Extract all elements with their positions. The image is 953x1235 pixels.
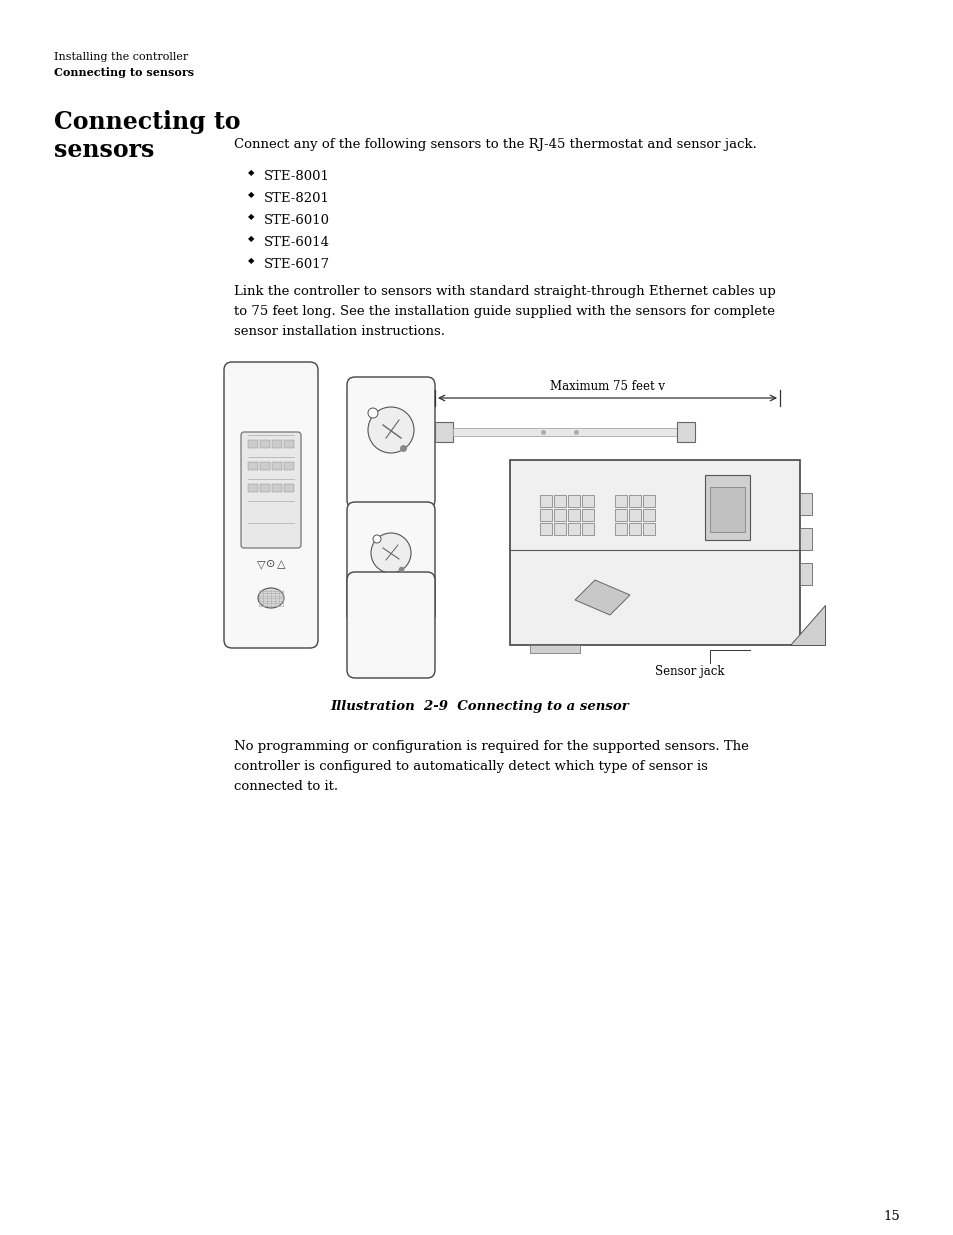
Bar [530,645,579,653]
Text: ▽: ▽ [256,559,265,569]
Text: Illustration  2-9  Connecting to a sensor: Illustration 2-9 Connecting to a sensor [331,700,629,713]
Bar [800,563,811,585]
Bar [510,459,800,645]
Bar [260,462,270,471]
Polygon shape [575,580,629,615]
Bar [272,440,282,448]
FancyBboxPatch shape [347,501,435,622]
Bar [628,522,640,535]
Ellipse shape [371,534,411,573]
Text: △: △ [276,559,285,569]
Bar [248,462,257,471]
Text: Link the controller to sensors with standard straight-through Ethernet cables up: Link the controller to sensors with stan… [233,285,775,298]
Text: Connecting to sensors: Connecting to sensors [54,67,194,78]
Text: ◆: ◆ [248,169,253,177]
Text: ◆: ◆ [248,257,253,266]
Text: STE-6014: STE-6014 [263,236,330,249]
Bar [642,522,655,535]
Text: connected to it.: connected to it. [233,781,337,793]
Text: Installing the controller: Installing the controller [54,52,189,62]
Bar [539,495,552,508]
Text: 15: 15 [882,1210,899,1223]
Bar [581,509,594,521]
Bar [260,484,270,492]
Bar [615,509,626,521]
Circle shape [373,535,380,543]
Text: to 75 feet long. See the installation guide supplied with the sensors for comple: to 75 feet long. See the installation gu… [233,305,774,317]
Bar [642,509,655,521]
Bar [704,475,749,540]
Bar [567,509,579,521]
Text: ◆: ◆ [248,235,253,243]
Text: STE-6017: STE-6017 [263,258,330,270]
FancyBboxPatch shape [224,362,317,648]
Text: Connect any of the following sensors to the RJ-45 thermostat and sensor jack.: Connect any of the following sensors to … [233,138,756,151]
Text: ⊙: ⊙ [266,559,275,569]
Bar [284,462,294,471]
Circle shape [368,408,377,417]
Polygon shape [789,605,824,645]
Bar [435,422,453,442]
Bar [581,522,594,535]
Bar [567,522,579,535]
FancyBboxPatch shape [347,377,435,508]
Bar [567,495,579,508]
Bar [628,495,640,508]
Bar [539,522,552,535]
Text: No programming or configuration is required for the supported sensors. The: No programming or configuration is requi… [233,740,748,753]
Text: Maximum 75 feet v: Maximum 75 feet v [550,380,664,393]
Bar [272,462,282,471]
Bar [615,495,626,508]
Bar [800,493,811,515]
Text: Connecting to: Connecting to [54,110,240,135]
Bar [581,495,594,508]
Bar [453,429,677,436]
Text: ◆: ◆ [248,212,253,221]
Bar [628,509,640,521]
Text: STE-8001: STE-8001 [263,170,329,183]
Bar [260,440,270,448]
Bar [615,522,626,535]
Bar [284,484,294,492]
Text: STE-8201: STE-8201 [263,191,329,205]
Text: sensors: sensors [54,138,154,162]
FancyBboxPatch shape [347,572,435,678]
Bar [554,522,565,535]
Bar [272,484,282,492]
Bar [248,484,257,492]
Bar [539,509,552,521]
Bar [284,440,294,448]
Bar [709,487,744,532]
Text: STE-6010: STE-6010 [263,214,330,227]
Text: sensor installation instructions.: sensor installation instructions. [233,325,444,338]
Bar [642,495,655,508]
Bar [677,422,695,442]
Ellipse shape [257,588,284,608]
Text: Sensor jack: Sensor jack [655,664,723,678]
Bar [554,495,565,508]
Text: ◆: ◆ [248,191,253,199]
Ellipse shape [368,408,414,453]
Bar [554,509,565,521]
Bar [248,440,257,448]
Bar [800,529,811,550]
FancyBboxPatch shape [241,432,301,548]
Text: controller is configured to automatically detect which type of sensor is: controller is configured to automaticall… [233,760,707,773]
